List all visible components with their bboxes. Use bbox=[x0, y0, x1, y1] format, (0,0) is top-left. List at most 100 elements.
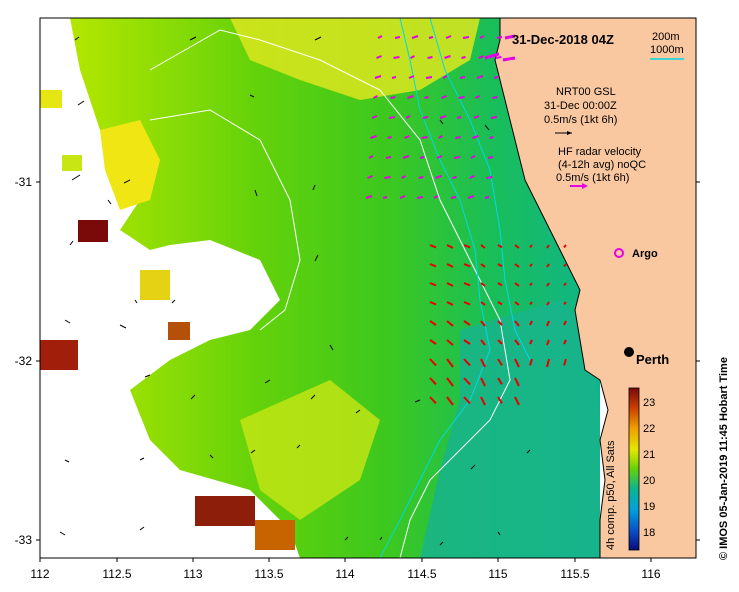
model-vector bbox=[312, 184, 316, 191]
radar-vector bbox=[438, 135, 443, 139]
radar-vector bbox=[411, 35, 419, 39]
model-vector bbox=[123, 179, 131, 184]
radar-vector bbox=[429, 358, 437, 367]
radar-vector bbox=[463, 377, 471, 386]
radar-vector bbox=[476, 75, 484, 79]
x-tick-label: 114 bbox=[335, 567, 354, 581]
radar-vector bbox=[441, 95, 447, 99]
radar-vector bbox=[480, 320, 486, 327]
radar-vector bbox=[463, 282, 471, 287]
model-vector bbox=[107, 199, 112, 205]
radar-vector bbox=[399, 195, 406, 199]
radar-vector bbox=[377, 35, 383, 39]
radar-vector bbox=[455, 136, 461, 139]
sst-hot-patch bbox=[255, 520, 295, 550]
radar-vector bbox=[489, 136, 494, 139]
radar-vector bbox=[429, 301, 437, 306]
radar-vector bbox=[546, 244, 550, 249]
radar-vector bbox=[429, 396, 437, 405]
radar-vector bbox=[463, 320, 471, 326]
radar-vector bbox=[529, 244, 533, 249]
radar-vector bbox=[480, 339, 486, 346]
colorbar-ticks: 23 22 21 20 19 18 bbox=[643, 397, 655, 539]
colorbar-tick-label: 18 bbox=[643, 527, 655, 539]
model-legend-line1: NRT00 GSL bbox=[556, 86, 616, 98]
model-vector bbox=[250, 449, 256, 454]
radar-vector bbox=[442, 75, 448, 79]
radar-vector bbox=[446, 301, 454, 306]
plot-frame bbox=[39, 17, 697, 559]
radar-vector bbox=[425, 76, 433, 79]
radar-vector bbox=[371, 115, 378, 119]
radar-vector bbox=[529, 301, 533, 306]
model-legend-line3: 0.5m/s (1kt 6h) bbox=[544, 114, 617, 126]
sst-warm-west bbox=[100, 120, 160, 210]
radar-vector bbox=[376, 55, 382, 59]
radar-vector bbox=[497, 339, 503, 345]
radar-vector bbox=[463, 339, 471, 345]
radar-vector bbox=[391, 76, 397, 79]
radar-vector bbox=[446, 396, 454, 406]
model-vector bbox=[134, 299, 138, 304]
radar-vector bbox=[529, 358, 533, 366]
radar-vector bbox=[446, 282, 454, 287]
radar-vector bbox=[504, 34, 516, 40]
radar-vector bbox=[514, 396, 520, 406]
x-tick-label: 112 bbox=[30, 567, 49, 581]
radar-vector bbox=[514, 339, 520, 346]
radar-vector bbox=[435, 175, 442, 179]
radar-vector bbox=[546, 339, 550, 346]
model-vector bbox=[526, 449, 531, 454]
radar-vector bbox=[429, 244, 437, 249]
radar-vector bbox=[514, 358, 520, 368]
radar-vector bbox=[401, 175, 406, 179]
model-vector bbox=[314, 36, 322, 41]
radar-vector bbox=[367, 175, 373, 179]
radar-vector bbox=[459, 76, 466, 79]
radar-vector bbox=[427, 56, 433, 59]
radar-vector bbox=[429, 320, 437, 326]
radar-vector bbox=[480, 396, 486, 406]
model-vector bbox=[119, 324, 127, 329]
radar-vector bbox=[484, 52, 500, 60]
model-vector bbox=[497, 531, 501, 536]
radar-vector bbox=[429, 282, 437, 287]
radar-vector bbox=[439, 115, 447, 119]
colorbar-tick-label: 19 bbox=[643, 501, 655, 513]
radar-vector bbox=[394, 36, 401, 39]
model-vector bbox=[209, 454, 214, 459]
radar-vector bbox=[407, 95, 414, 99]
model-vector bbox=[484, 124, 490, 131]
x-tick-label: 114.5 bbox=[407, 567, 436, 581]
radar-vector bbox=[490, 116, 498, 119]
radar-vector bbox=[472, 135, 479, 139]
radar-vector bbox=[529, 320, 533, 326]
radar-vector bbox=[486, 176, 493, 179]
radar-legend-arrow-head bbox=[582, 183, 588, 189]
radar-vector bbox=[514, 320, 520, 327]
x-tick-label: 116 bbox=[641, 567, 660, 581]
radar-vector bbox=[422, 116, 429, 119]
radar-vector bbox=[446, 377, 454, 387]
model-vector bbox=[59, 531, 66, 536]
sst-warm-north bbox=[230, 18, 480, 100]
date-title: 31-Dec-2018 04Z bbox=[512, 32, 614, 47]
radar-vector bbox=[514, 263, 520, 268]
contour-200m bbox=[379, 18, 491, 558]
radar-vector bbox=[416, 196, 424, 199]
sst-hot-patch bbox=[78, 220, 108, 242]
radar-vector bbox=[424, 96, 429, 99]
radar-vector bbox=[546, 282, 550, 287]
x-tick-label: 112.5 bbox=[102, 567, 131, 581]
radar-vector bbox=[463, 396, 471, 405]
radar-vector bbox=[480, 358, 486, 368]
radar-vector bbox=[429, 339, 437, 345]
model-vector bbox=[139, 526, 145, 531]
x-tick-label: 113.5 bbox=[254, 567, 283, 581]
radar-vector bbox=[429, 377, 437, 386]
x-tick-label: 115 bbox=[488, 567, 507, 581]
radar-vector bbox=[470, 155, 476, 159]
radar-vector bbox=[467, 195, 475, 199]
model-vector bbox=[71, 174, 81, 181]
